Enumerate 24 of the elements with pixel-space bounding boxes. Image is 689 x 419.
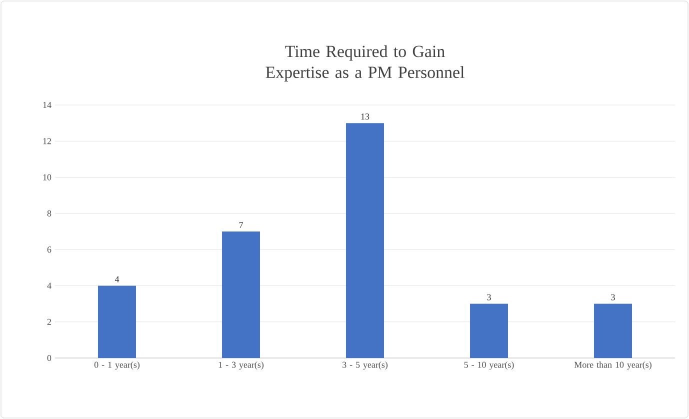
bar — [470, 304, 508, 358]
bar — [594, 304, 632, 358]
x-tick-label: More than 10 year(s) — [574, 362, 652, 370]
y-tick-label: 12 — [43, 138, 51, 144]
data-label: 7 — [239, 222, 243, 228]
y-tick-label: 10 — [43, 174, 52, 180]
y-tick-label: 2 — [47, 318, 51, 325]
y-tick-label: 6 — [47, 246, 52, 253]
y-tick-label: 8 — [47, 210, 52, 216]
x-tick-label: 3 - 5 year(s) — [342, 362, 388, 370]
y-tick-label: 0 — [47, 354, 52, 362]
chart-title: Time Required to Gain Expertise as a PM Personnel — [266, 45, 464, 82]
data-label: 13 — [361, 114, 370, 120]
bar — [98, 286, 136, 358]
x-tick-label: 0 - 1 year(s) — [94, 362, 140, 370]
x-tick-label: 5 - 10 year(s) — [464, 362, 514, 370]
data-label: 3 — [611, 294, 615, 300]
bar — [222, 231, 260, 358]
data-label: 4 — [114, 276, 120, 282]
bar — [346, 123, 384, 358]
y-tick-label: 14 — [43, 102, 52, 108]
data-label: 3 — [487, 294, 491, 300]
y-tick-label: 4 — [47, 282, 52, 289]
x-tick-label: 1 - 3 year(s) — [218, 362, 264, 370]
